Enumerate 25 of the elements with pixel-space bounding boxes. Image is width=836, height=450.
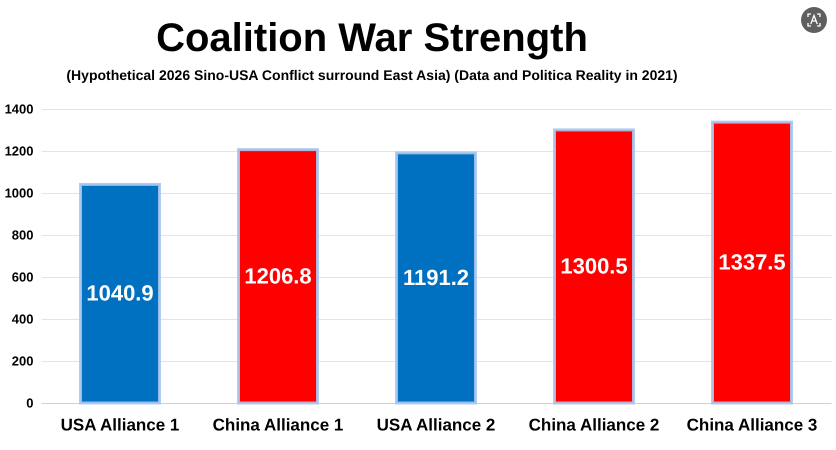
bar: [711, 120, 793, 404]
y-tick-label: 400: [12, 312, 34, 326]
bar: [237, 148, 319, 404]
y-tick-label: 1000: [4, 186, 34, 200]
bar: [79, 182, 161, 404]
x-tick-label: China Alliance 1: [212, 416, 344, 434]
y-tick-label: 0: [26, 396, 34, 410]
y-tick-label: 600: [12, 270, 34, 284]
bar: [553, 128, 635, 404]
y-tick-label: 1200: [4, 144, 34, 158]
x-tick-label: USA Alliance 1: [60, 416, 180, 434]
y-tick-label: 200: [12, 354, 34, 368]
data-label: 1300.5: [560, 253, 628, 278]
bar: [395, 151, 477, 404]
data-label: 1040.9: [86, 280, 154, 306]
chart-title: Coalition War Strength: [156, 16, 588, 60]
y-tick-label: 1400: [4, 102, 34, 116]
x-tick-label: USA Alliance 2: [376, 416, 496, 434]
x-tick-label: China Alliance 3: [686, 416, 818, 434]
chart-subtitle: (Hypothetical 2026 Sino-USA Conflict surround East Asia) (Data and Politica Reality in 2021): [66, 67, 678, 83]
data-label: 1191.2: [402, 264, 470, 290]
x-tick-label: China Alliance 2: [528, 416, 660, 434]
y-tick-label: 800: [12, 228, 34, 242]
data-label: 1337.5: [718, 250, 786, 275]
data-label: 1206.8: [244, 263, 312, 288]
